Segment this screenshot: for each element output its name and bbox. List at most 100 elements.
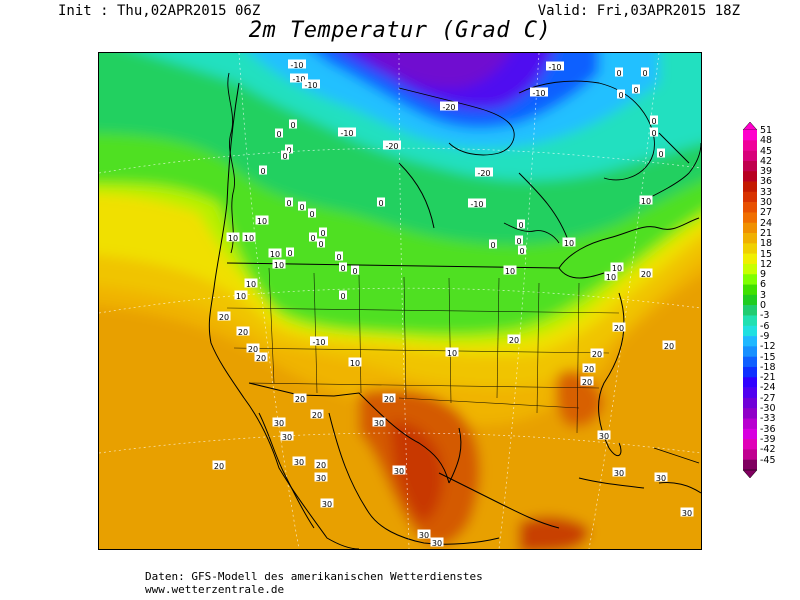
contour-label: -20 xyxy=(385,142,398,151)
contour-label-bg xyxy=(259,165,267,175)
contour-label-bg xyxy=(657,148,665,158)
legend-swatch xyxy=(743,346,757,357)
contour-label: 0 xyxy=(340,264,345,273)
legend-label: 21 xyxy=(760,227,773,239)
contour-label: 0 xyxy=(633,86,638,95)
legend-swatch xyxy=(743,253,757,265)
legend-label: 36 xyxy=(760,176,773,188)
legend-swatch xyxy=(743,212,757,224)
contour-label-bg xyxy=(632,84,640,94)
contour-label-bg xyxy=(597,430,611,440)
legend-swatch xyxy=(743,356,757,368)
legend-label: -33 xyxy=(760,413,776,425)
website: www.wetterzentrale.de xyxy=(145,583,285,596)
contour-label: 30 xyxy=(316,474,326,483)
contour-label-bg xyxy=(272,259,286,269)
contour-label: 0 xyxy=(318,240,323,249)
contour-label-bg xyxy=(339,290,347,300)
contour-label: 20 xyxy=(592,350,602,359)
contour-label: 10 xyxy=(246,280,256,289)
contour-label-bg xyxy=(517,219,525,229)
contour-label: 30 xyxy=(614,469,624,478)
legend-swatch xyxy=(743,263,757,275)
legend-swatch xyxy=(743,181,757,193)
legend-swatch xyxy=(743,284,757,296)
contour-label-bg xyxy=(212,460,226,470)
contour-label-bg xyxy=(468,198,486,208)
contour-label-bg xyxy=(302,79,320,89)
contour-label: -10 xyxy=(548,63,561,72)
contour-label-bg xyxy=(320,498,334,508)
legend-label: 15 xyxy=(760,248,773,260)
legend-swatch xyxy=(743,305,757,316)
legend-swatch xyxy=(743,366,757,378)
legend-swatch xyxy=(743,294,757,306)
contour-label: -10 xyxy=(292,75,305,84)
contour-label: -10 xyxy=(470,200,483,209)
legend-swatch xyxy=(743,274,757,285)
contour-label-bg xyxy=(612,322,626,332)
contour-label-bg xyxy=(244,278,258,288)
contour-label: 20 xyxy=(295,395,305,404)
contour-label-bg xyxy=(254,352,268,362)
contour-label-bg xyxy=(610,262,624,272)
contour-label: 0 xyxy=(490,241,495,250)
legend-colorbar xyxy=(742,121,758,479)
contour-label: 20 xyxy=(238,328,248,337)
contour-label-bg xyxy=(650,127,658,137)
contour-label: 0 xyxy=(519,247,524,256)
contour-label-bg xyxy=(615,67,623,77)
contour-label: 20 xyxy=(584,365,594,374)
contour-label: 0 xyxy=(658,150,663,159)
coastlines xyxy=(227,72,701,464)
contour-label-bg xyxy=(582,363,596,373)
contour-label-bg xyxy=(217,311,231,321)
contour-label-bg xyxy=(351,265,359,275)
legend-swatch xyxy=(743,377,757,388)
legend-label: 0 xyxy=(760,300,767,312)
legend-swatch xyxy=(743,387,757,399)
contour-label: 30 xyxy=(599,432,609,441)
contour-label: 10 xyxy=(505,267,515,276)
legend-swatch xyxy=(743,171,757,182)
contour-label-bg xyxy=(612,467,626,477)
contour-label: 30 xyxy=(274,419,284,428)
contour-label: 0 xyxy=(282,152,287,161)
legend-label: -27 xyxy=(760,392,776,404)
contour-label: 20 xyxy=(614,324,624,333)
contour-label-bg xyxy=(310,409,324,419)
contour-label: 10 xyxy=(228,234,238,243)
legend-swatch xyxy=(743,191,757,203)
valid-time: Valid: Fri,03APR2015 18Z xyxy=(537,3,740,19)
contour-label-bg xyxy=(580,376,594,386)
contour-label: 20 xyxy=(641,270,651,279)
contour-label: 0 xyxy=(299,203,304,212)
contour-label-bg xyxy=(289,119,297,129)
contour-label: -10 xyxy=(290,61,303,70)
contour-labels: -10-10-10-10-10-20-10-20-20-100 000000100… xyxy=(212,59,694,548)
temperature-map: -10 -10 -10 -10 -10 -20 -10 -20 -20 -10 0 0 0 0 0 0 0 10 0… xyxy=(98,52,702,550)
contour-label-bg xyxy=(662,340,676,350)
contour-label-bg xyxy=(590,348,604,358)
contour-label-bg xyxy=(285,197,293,207)
contour-label-bg xyxy=(604,271,618,281)
contour-label: 0 xyxy=(352,267,357,276)
contour-label: 10 xyxy=(274,261,284,270)
legend-label: -9 xyxy=(760,330,770,342)
contour-label-bg xyxy=(338,127,356,137)
contour-label-bg xyxy=(319,227,327,237)
contour-label: -10 xyxy=(312,338,325,347)
contour-label: 30 xyxy=(294,458,304,467)
contour-label: 20 xyxy=(316,461,326,470)
contour-label: 0 xyxy=(286,199,291,208)
contour-label: 20 xyxy=(248,345,258,354)
contour-label-bg xyxy=(286,247,294,257)
contour-label-bg xyxy=(650,115,658,125)
contour-label-bg xyxy=(654,472,668,482)
legend-label: 30 xyxy=(760,197,773,209)
contour-label-bg xyxy=(475,167,493,177)
contour-label-bg xyxy=(430,537,444,547)
contour-label-bg xyxy=(383,140,401,150)
contour-label: 30 xyxy=(432,539,442,548)
contour-label: 0 xyxy=(651,129,656,138)
